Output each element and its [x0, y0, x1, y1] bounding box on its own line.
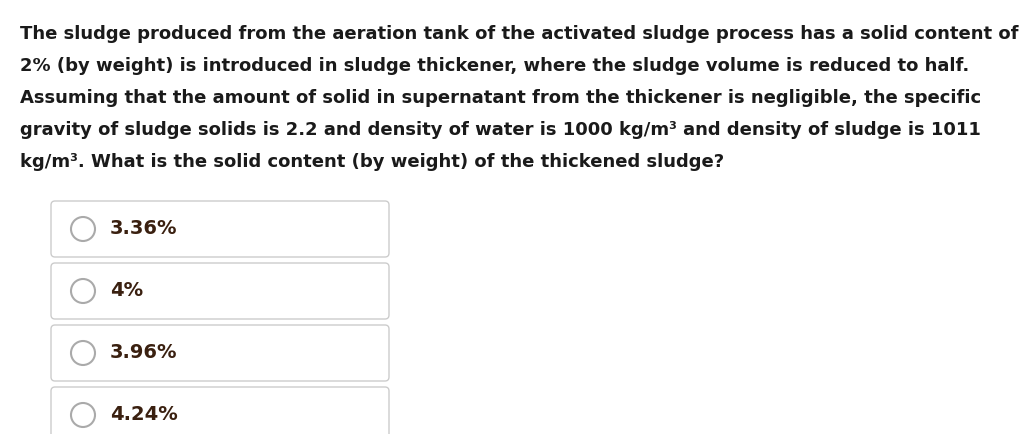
FancyBboxPatch shape: [51, 263, 389, 319]
Text: 4.24%: 4.24%: [110, 405, 178, 424]
Text: 4%: 4%: [110, 282, 143, 300]
Text: Assuming that the amount of solid in supernatant from the thickener is negligibl: Assuming that the amount of solid in sup…: [20, 89, 981, 107]
Text: kg/m³. What is the solid content (by weight) of the thickened sludge?: kg/m³. What is the solid content (by wei…: [20, 153, 724, 171]
Text: The sludge produced from the aeration tank of the activated sludge process has a: The sludge produced from the aeration ta…: [20, 25, 1019, 43]
Text: 3.96%: 3.96%: [110, 343, 177, 362]
FancyBboxPatch shape: [51, 201, 389, 257]
FancyBboxPatch shape: [51, 387, 389, 434]
Text: 3.36%: 3.36%: [110, 220, 177, 239]
Text: gravity of sludge solids is 2.2 and density of water is 1000 kg/m³ and density o: gravity of sludge solids is 2.2 and dens…: [20, 121, 981, 139]
Circle shape: [71, 341, 95, 365]
Circle shape: [71, 403, 95, 427]
Circle shape: [71, 217, 95, 241]
FancyBboxPatch shape: [51, 325, 389, 381]
Circle shape: [71, 279, 95, 303]
Text: 2% (by weight) is introduced in sludge thickener, where the sludge volume is red: 2% (by weight) is introduced in sludge t…: [20, 57, 969, 75]
